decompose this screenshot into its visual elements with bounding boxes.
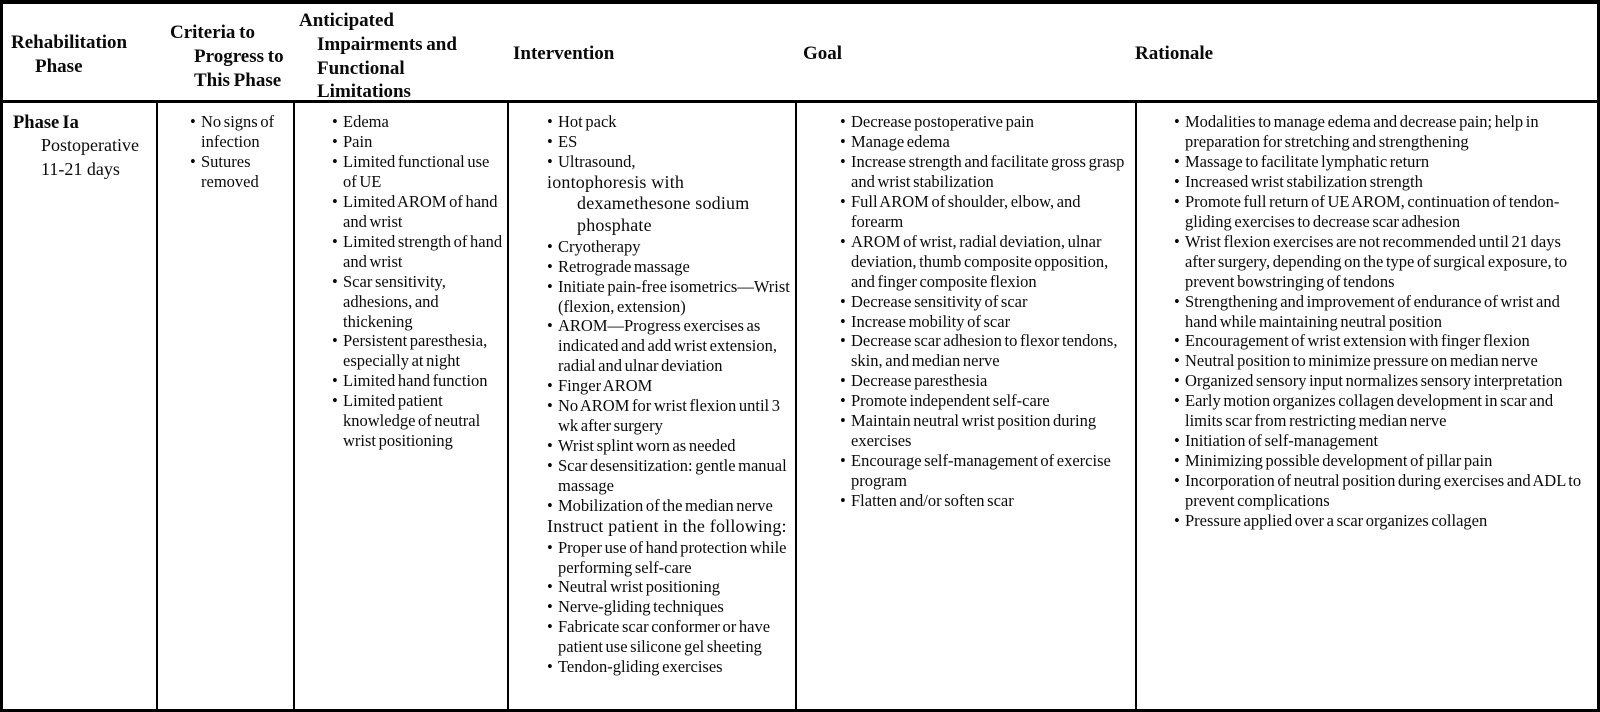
- list-item: AROM of wrist, radial deviation, ulnar d…: [840, 232, 1131, 292]
- header-cell-rationale: Rationale: [1135, 4, 1597, 100]
- list-item: ES: [547, 132, 791, 152]
- list-item: iontophoresis with dexamethesone sodium …: [547, 171, 750, 236]
- header-cell-intervention: Intervention: [507, 4, 795, 100]
- list-item: Decrease paresthesia: [840, 371, 1131, 391]
- list-item: Pain: [332, 132, 503, 152]
- list-item: Limited hand function: [332, 371, 503, 391]
- header-label-rehabilitation-phase: Rehabilitation Phase: [11, 32, 128, 77]
- list-item: No AROM for wrist flexion until 3 wk aft…: [547, 396, 791, 436]
- list-item: Fabricate scar conformer or have patient…: [547, 617, 791, 657]
- list-item: Initiate pain-free isometrics—Wrist (fle…: [547, 277, 791, 317]
- list-item: Limited strength of hand and wrist: [332, 232, 503, 272]
- intervention-list: Hot packESUltrasound,iontophoresis with …: [509, 112, 795, 677]
- list-item: Instruct patient in the following:: [547, 515, 787, 536]
- list-item: Scar desensitization: gentle manual mass…: [547, 456, 791, 496]
- list-item: AROM—Progress exercises as indicated and…: [547, 316, 791, 376]
- list-item: Proper use of hand protection while perf…: [547, 538, 791, 578]
- list-item: Hot pack: [547, 112, 791, 132]
- list-item: Cryotherapy: [547, 237, 791, 257]
- list-item: Maintain neutral wrist position during e…: [840, 411, 1131, 451]
- list-item: Persistent paresthesia, especially at ni…: [332, 331, 503, 371]
- header-label-rationale: Rationale: [1135, 43, 1214, 64]
- list-item: Increase mobility of scar: [840, 312, 1131, 332]
- list-item: Flatten and/or soften scar: [840, 491, 1131, 511]
- list-item: Increased wrist stabilization strength: [1174, 172, 1589, 192]
- header-label-criteria: Criteria to Progress to This Phase: [170, 22, 284, 91]
- cell-goal: Decrease postoperative painManage edemaI…: [795, 103, 1135, 709]
- list-item: Organized sensory input normalizes senso…: [1174, 371, 1589, 391]
- header-cell-impairments: Anticipated Impairments and Functional L…: [293, 4, 507, 100]
- list-item: Increase strength and facilitate gross g…: [840, 152, 1131, 192]
- list-item: Limited functional use of UE: [332, 152, 503, 192]
- list-item: Minimizing possible development of pilla…: [1174, 451, 1589, 471]
- table-header-row: Rehabilitation Phase Criteria to Progres…: [3, 4, 1597, 103]
- list-item: Incorporation of neutral position during…: [1174, 471, 1589, 511]
- list-item: Massage to facilitate lymphatic return: [1174, 152, 1589, 172]
- list-item: Initiation of self-management: [1174, 431, 1589, 451]
- list-item: Pressure applied over a scar organizes c…: [1174, 511, 1589, 531]
- list-item: Retrograde massage: [547, 257, 791, 277]
- list-item: Full AROM of shoulder, elbow, and forear…: [840, 192, 1131, 232]
- list-item: Limited patient knowledge of neutral wri…: [332, 391, 503, 451]
- list-item: Postoperative: [41, 135, 139, 156]
- list-item: Encourage self-management of exercise pr…: [840, 451, 1131, 491]
- cell-impairments: EdemaPainLimited functional use of UELim…: [293, 103, 507, 709]
- list-item: Nerve-gliding techniques: [547, 597, 791, 617]
- header-label-impairments: Anticipated Impairments and Functional L…: [299, 10, 457, 100]
- cell-rehabilitation-phase: Phase Ia Postoperative 11-21 days: [3, 103, 156, 709]
- list-item: Wrist flexion exercises are not recommen…: [1174, 232, 1589, 292]
- cell-criteria: No signs of infectionSutures removed: [156, 103, 293, 709]
- list-item: Modalities to manage edema and decrease …: [1174, 112, 1589, 152]
- list-item: Encouragement of wrist extension with fi…: [1174, 331, 1589, 351]
- phase-detail: Postoperative 11-21 days: [3, 134, 156, 181]
- cell-rationale: Modalities to manage edema and decrease …: [1135, 103, 1597, 709]
- list-item: Tendon-gliding exercises: [547, 657, 791, 677]
- list-item: Finger AROM: [547, 376, 791, 396]
- list-item: Manage edema: [840, 132, 1131, 152]
- list-item: Strengthening and improvement of enduran…: [1174, 292, 1589, 332]
- impairments-list: EdemaPainLimited functional use of UELim…: [295, 112, 507, 451]
- list-item: 11-21 days: [41, 158, 120, 179]
- header-cell-criteria: Criteria to Progress to This Phase: [156, 4, 293, 100]
- header-cell-rehabilitation-phase: Rehabilitation Phase: [3, 4, 156, 100]
- list-item: Edema: [332, 112, 503, 132]
- list-item: Decrease sensitivity of scar: [840, 292, 1131, 312]
- phase-name: Phase Ia: [13, 113, 79, 133]
- list-item: Limited AROM of hand and wrist: [332, 192, 503, 232]
- list-item: Decrease scar adhesion to flexor tendons…: [840, 331, 1131, 371]
- rationale-list: Modalities to manage edema and decrease …: [1137, 112, 1597, 531]
- list-item: Wrist splint worn as needed: [547, 436, 791, 456]
- list-item: Promote independent self-care: [840, 391, 1131, 411]
- list-item: Mobilization of the median nerve: [547, 496, 791, 516]
- list-item: Decrease postoperative pain: [840, 112, 1131, 132]
- list-item: Ultrasound,: [547, 152, 791, 172]
- header-cell-goal: Goal: [795, 4, 1135, 100]
- goal-list: Decrease postoperative painManage edemaI…: [797, 112, 1135, 511]
- list-item: Promote full return of UE AROM, continua…: [1174, 192, 1589, 232]
- header-label-goal: Goal: [803, 43, 843, 64]
- list-item: Sutures removed: [190, 152, 289, 192]
- criteria-list: No signs of infectionSutures removed: [158, 112, 293, 192]
- list-item: Early motion organizes collagen developm…: [1174, 391, 1589, 431]
- list-item: Neutral wrist positioning: [547, 577, 791, 597]
- list-item: No signs of infection: [190, 112, 289, 152]
- header-label-intervention: Intervention: [513, 43, 615, 64]
- phase-detail-lines: Postoperative 11-21 days: [41, 134, 156, 181]
- cell-intervention: Hot packESUltrasound,iontophoresis with …: [507, 103, 795, 709]
- list-item: Scar sensitivity, adhesions, and thicken…: [332, 272, 503, 332]
- list-item: Neutral position to minimize pressure on…: [1174, 351, 1589, 371]
